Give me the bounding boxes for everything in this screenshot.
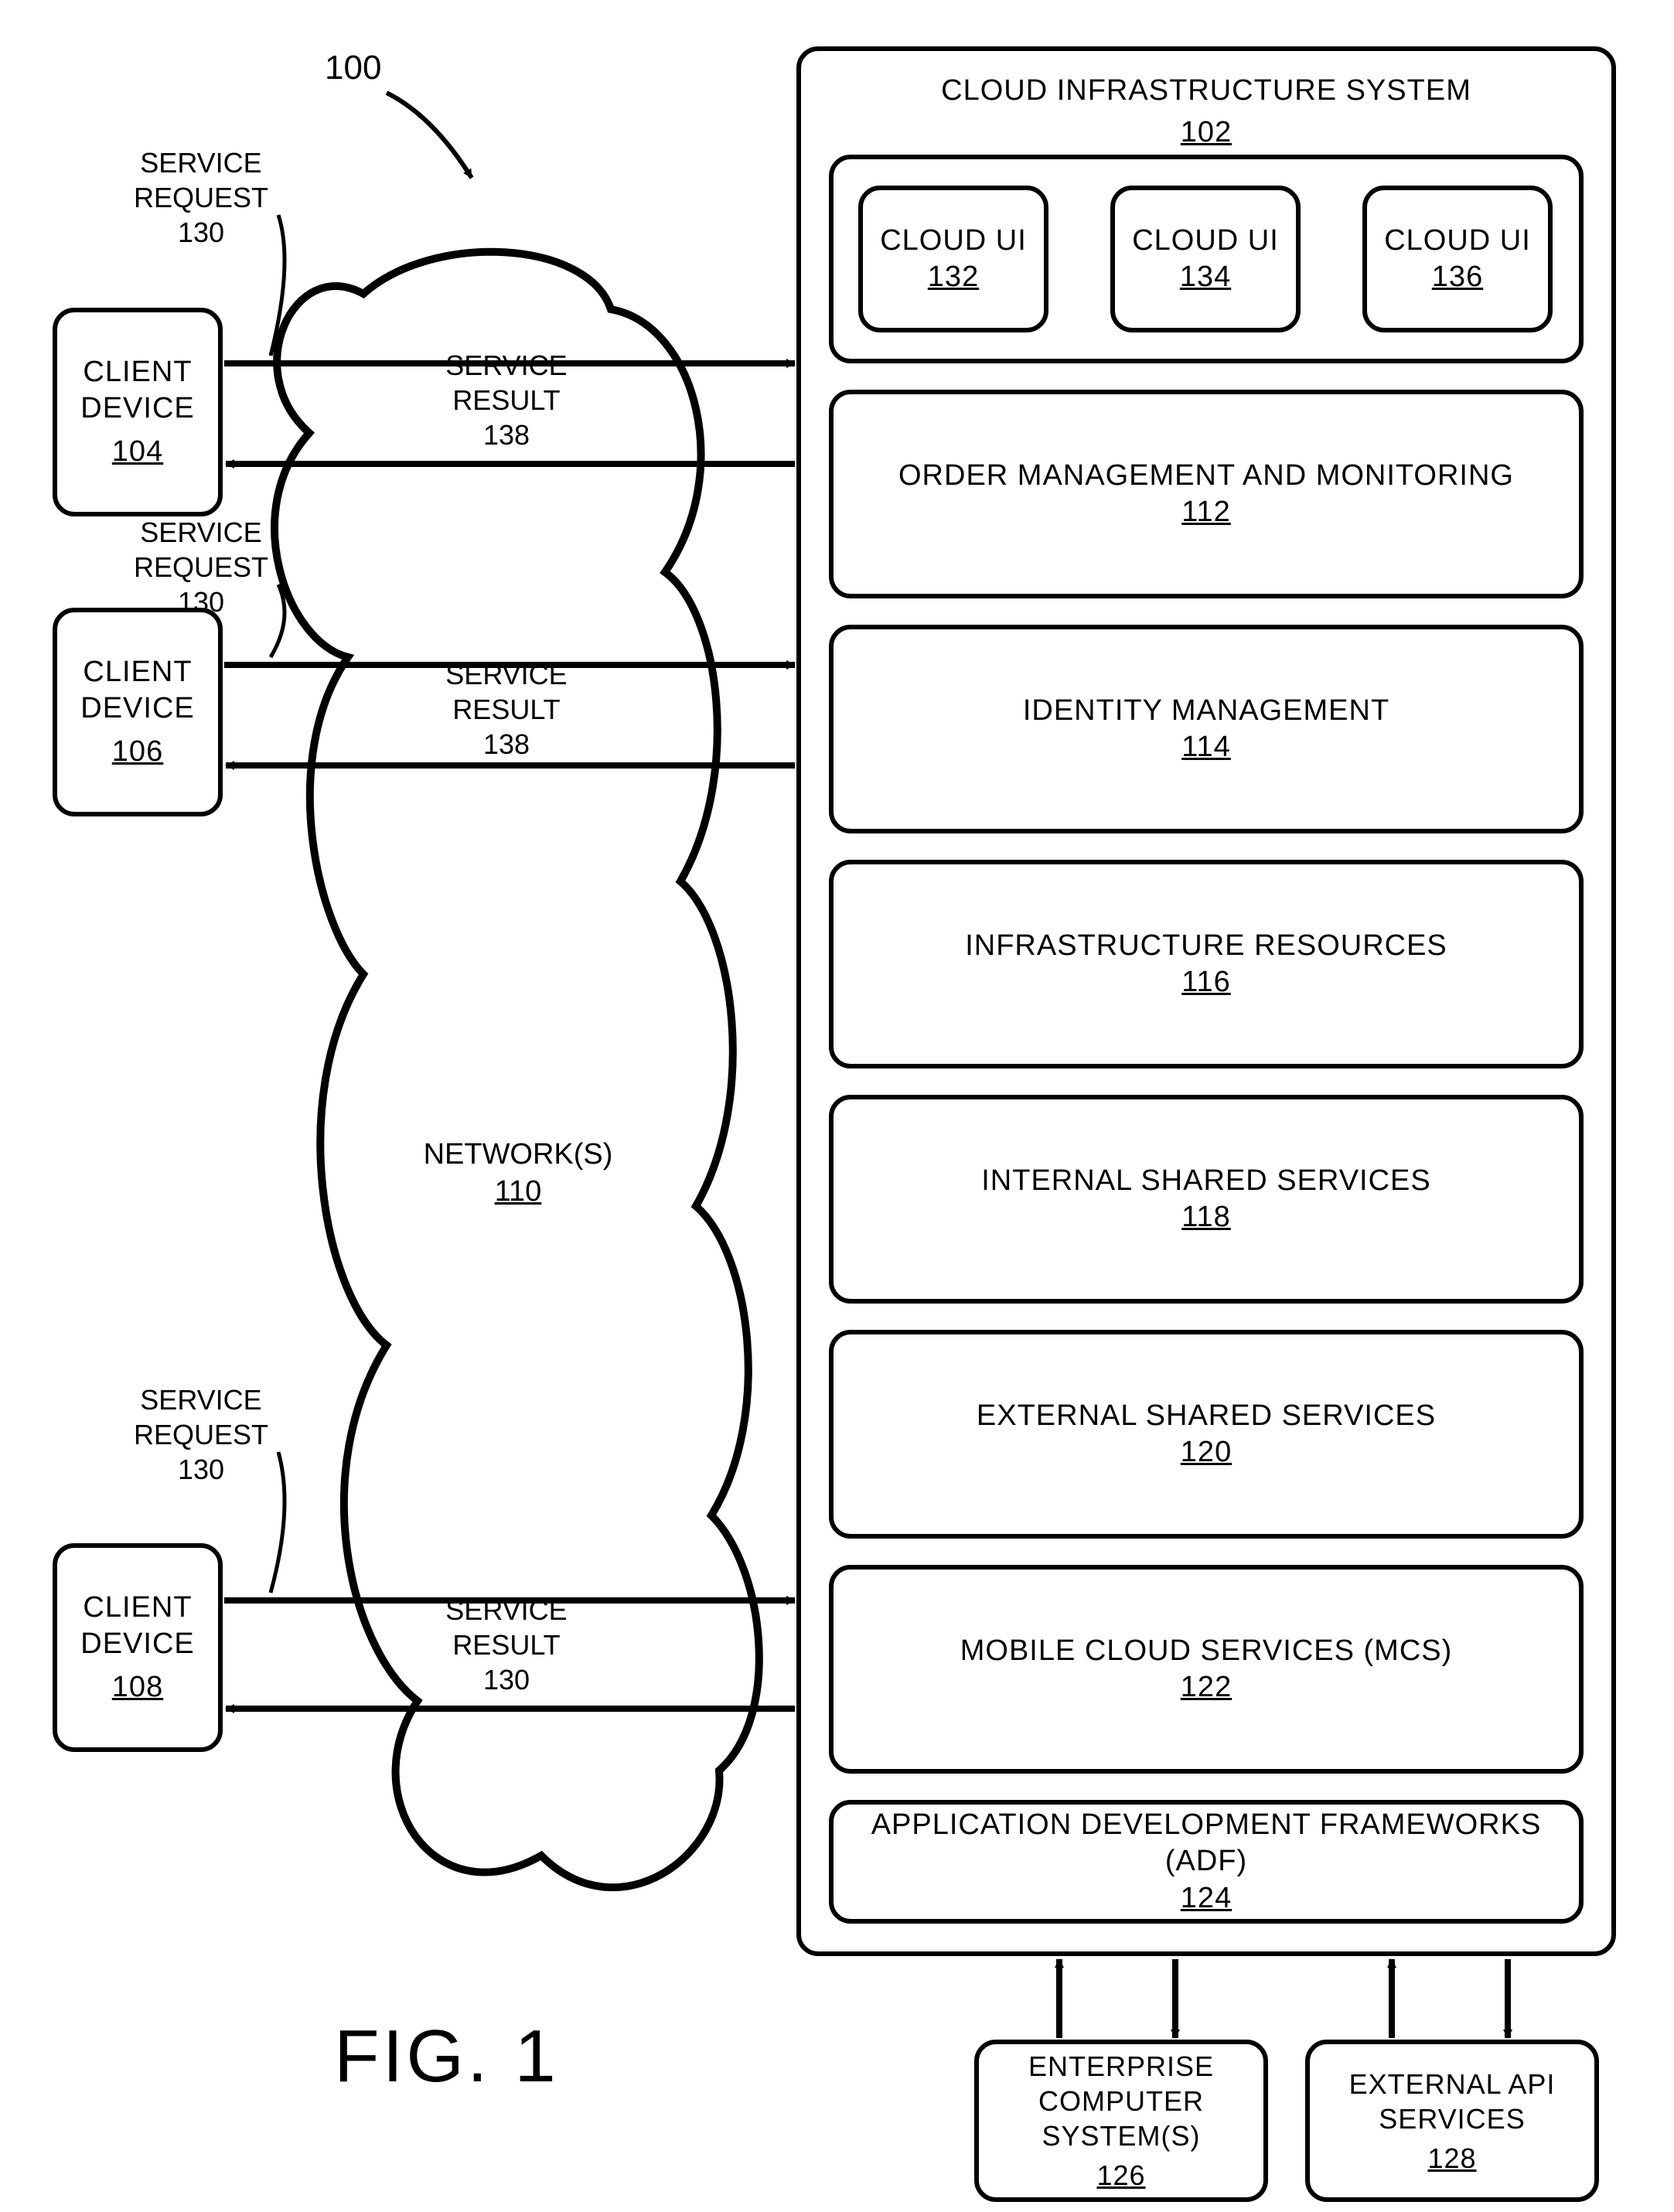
svg-layer [0, 0, 1674, 2212]
id-pointer-arrow [387, 93, 472, 178]
lead-req-108 [271, 1452, 285, 1593]
lead-req-106 [271, 585, 285, 657]
network-cloud [274, 252, 759, 1887]
